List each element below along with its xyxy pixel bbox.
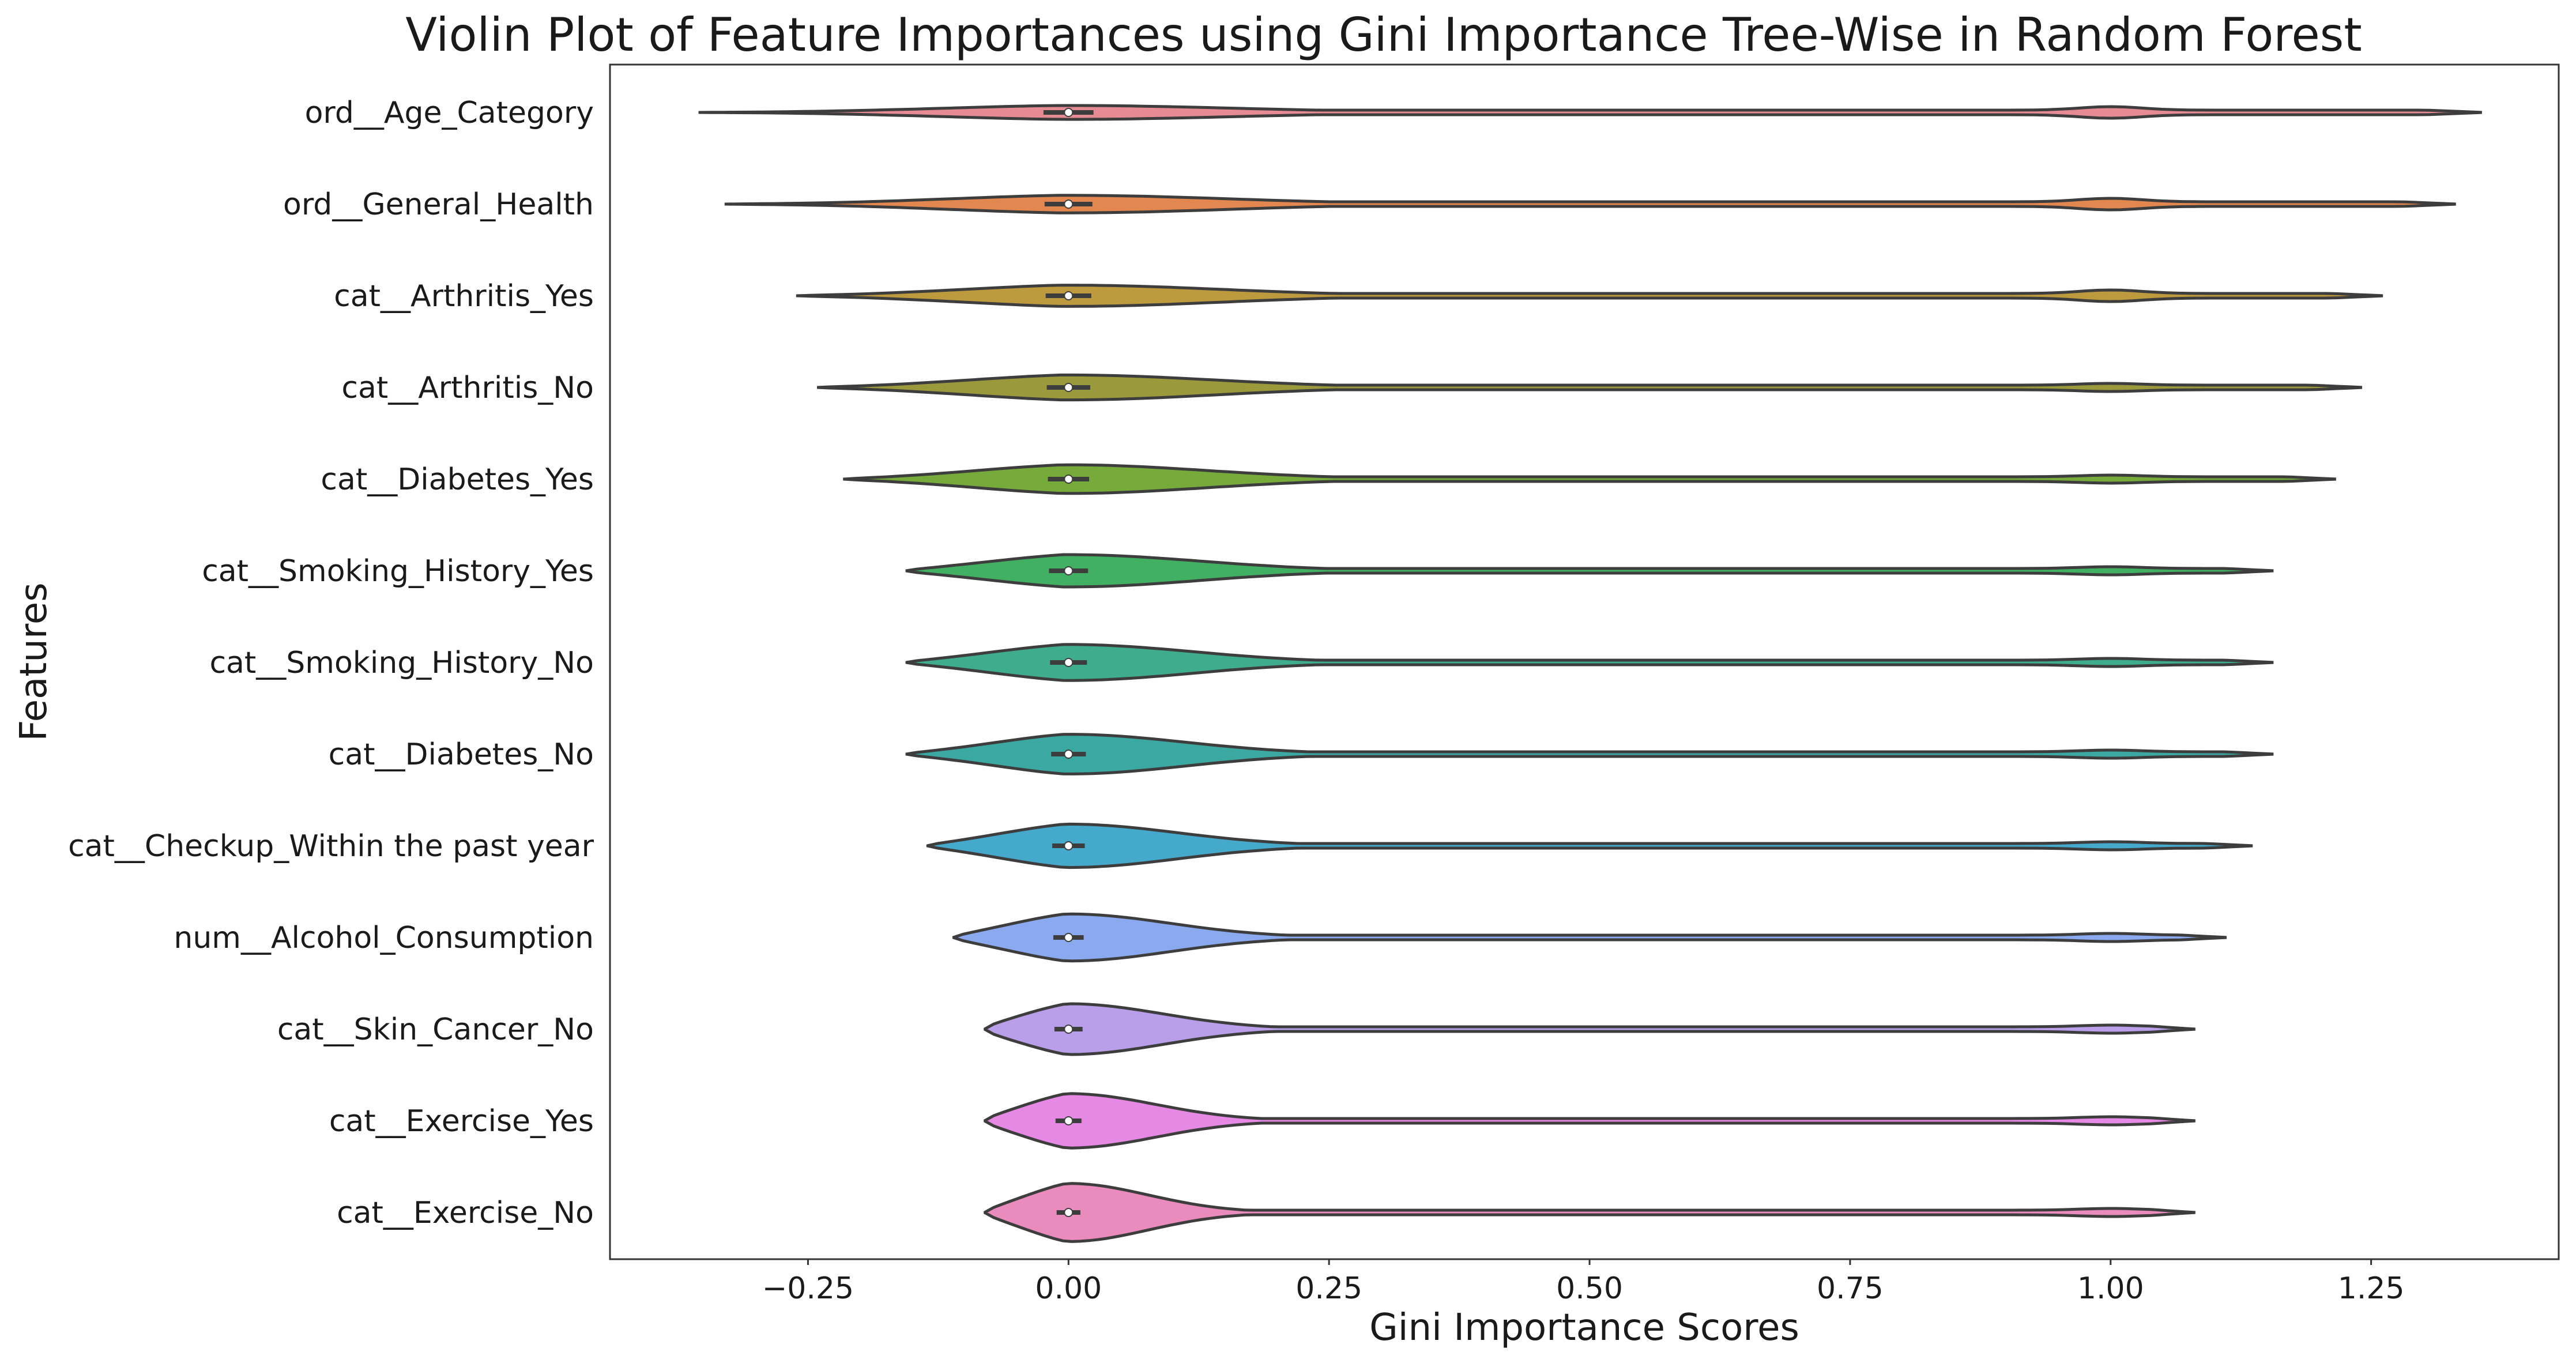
violin-median-13: [1064, 1208, 1074, 1217]
chart-title: Violin Plot of Feature Importances using…: [405, 8, 2362, 62]
violin-7: [905, 643, 2274, 682]
y-tick-label: ord__General_Health: [283, 187, 594, 222]
violin-12: [984, 1092, 2195, 1150]
violin-median-3: [1064, 291, 1074, 300]
x-tick-label: 0.00: [1035, 1271, 1102, 1306]
violins-layer: [698, 104, 2482, 1243]
y-tick-label: cat__Smoking_History_Yes: [202, 554, 594, 589]
violin-11: [984, 1002, 2195, 1056]
violin-median-1: [1064, 108, 1074, 117]
x-tick-label: 0.25: [1295, 1271, 1362, 1306]
violin-3: [796, 284, 2383, 308]
y-tick-label: num__Alcohol_Consumption: [174, 921, 594, 955]
y-tick-label: cat__Smoking_History_No: [209, 646, 594, 680]
y-axis-label: Features: [13, 582, 55, 741]
violin-1: [698, 104, 2482, 121]
violin-median-11: [1064, 1025, 1074, 1034]
violin-13: [984, 1182, 2195, 1243]
violin-median-10: [1064, 933, 1074, 942]
y-tick-label: cat__Checkup_Within the past year: [68, 829, 594, 864]
plot-frame: [609, 63, 2560, 1260]
violin-8: [905, 733, 2274, 775]
y-tick-label: cat__Exercise_Yes: [329, 1104, 594, 1139]
violin-median-7: [1064, 658, 1074, 667]
violin-median-4: [1064, 383, 1074, 392]
x-tick-labels: −0.25 0.00 0.25 0.50 0.75 1.00 1.25: [762, 1259, 2405, 1306]
x-axis-label: Gini Importance Scores: [1369, 1306, 1799, 1349]
y-tick-label: cat__Diabetes_Yes: [321, 462, 594, 497]
violin-median-12: [1064, 1116, 1074, 1125]
y-tick-labels: ord__Age_Category ord__General_Health cat_…: [68, 96, 594, 1230]
x-tick-label: 1.00: [2077, 1271, 2144, 1306]
x-tick-label: 0.50: [1556, 1271, 1623, 1306]
x-tick-label: 1.25: [2338, 1271, 2405, 1306]
violin-10: [952, 912, 2227, 963]
y-tick-label: cat__Exercise_No: [337, 1196, 594, 1230]
violin-4: [817, 373, 2363, 402]
violin-median-2: [1064, 199, 1074, 209]
violin-median-9: [1064, 841, 1074, 850]
violin-6: [905, 553, 2274, 589]
violin-median-6: [1064, 566, 1074, 575]
x-tick-label: −0.25: [762, 1271, 854, 1306]
violin-median-8: [1064, 750, 1074, 759]
y-tick-label: cat__Skin_Cancer_No: [277, 1012, 594, 1047]
y-tick-label: cat__Diabetes_No: [329, 737, 594, 772]
violin-5: [843, 463, 2336, 495]
violin-9: [926, 822, 2253, 869]
y-tick-label: cat__Arthritis_Yes: [334, 279, 594, 314]
violin-2: [724, 194, 2456, 214]
y-tick-label: ord__Age_Category: [305, 96, 594, 130]
violin-median-5: [1064, 475, 1074, 484]
x-tick-label: 0.75: [1817, 1271, 1884, 1306]
y-tick-label: cat__Arthritis_No: [341, 371, 594, 405]
